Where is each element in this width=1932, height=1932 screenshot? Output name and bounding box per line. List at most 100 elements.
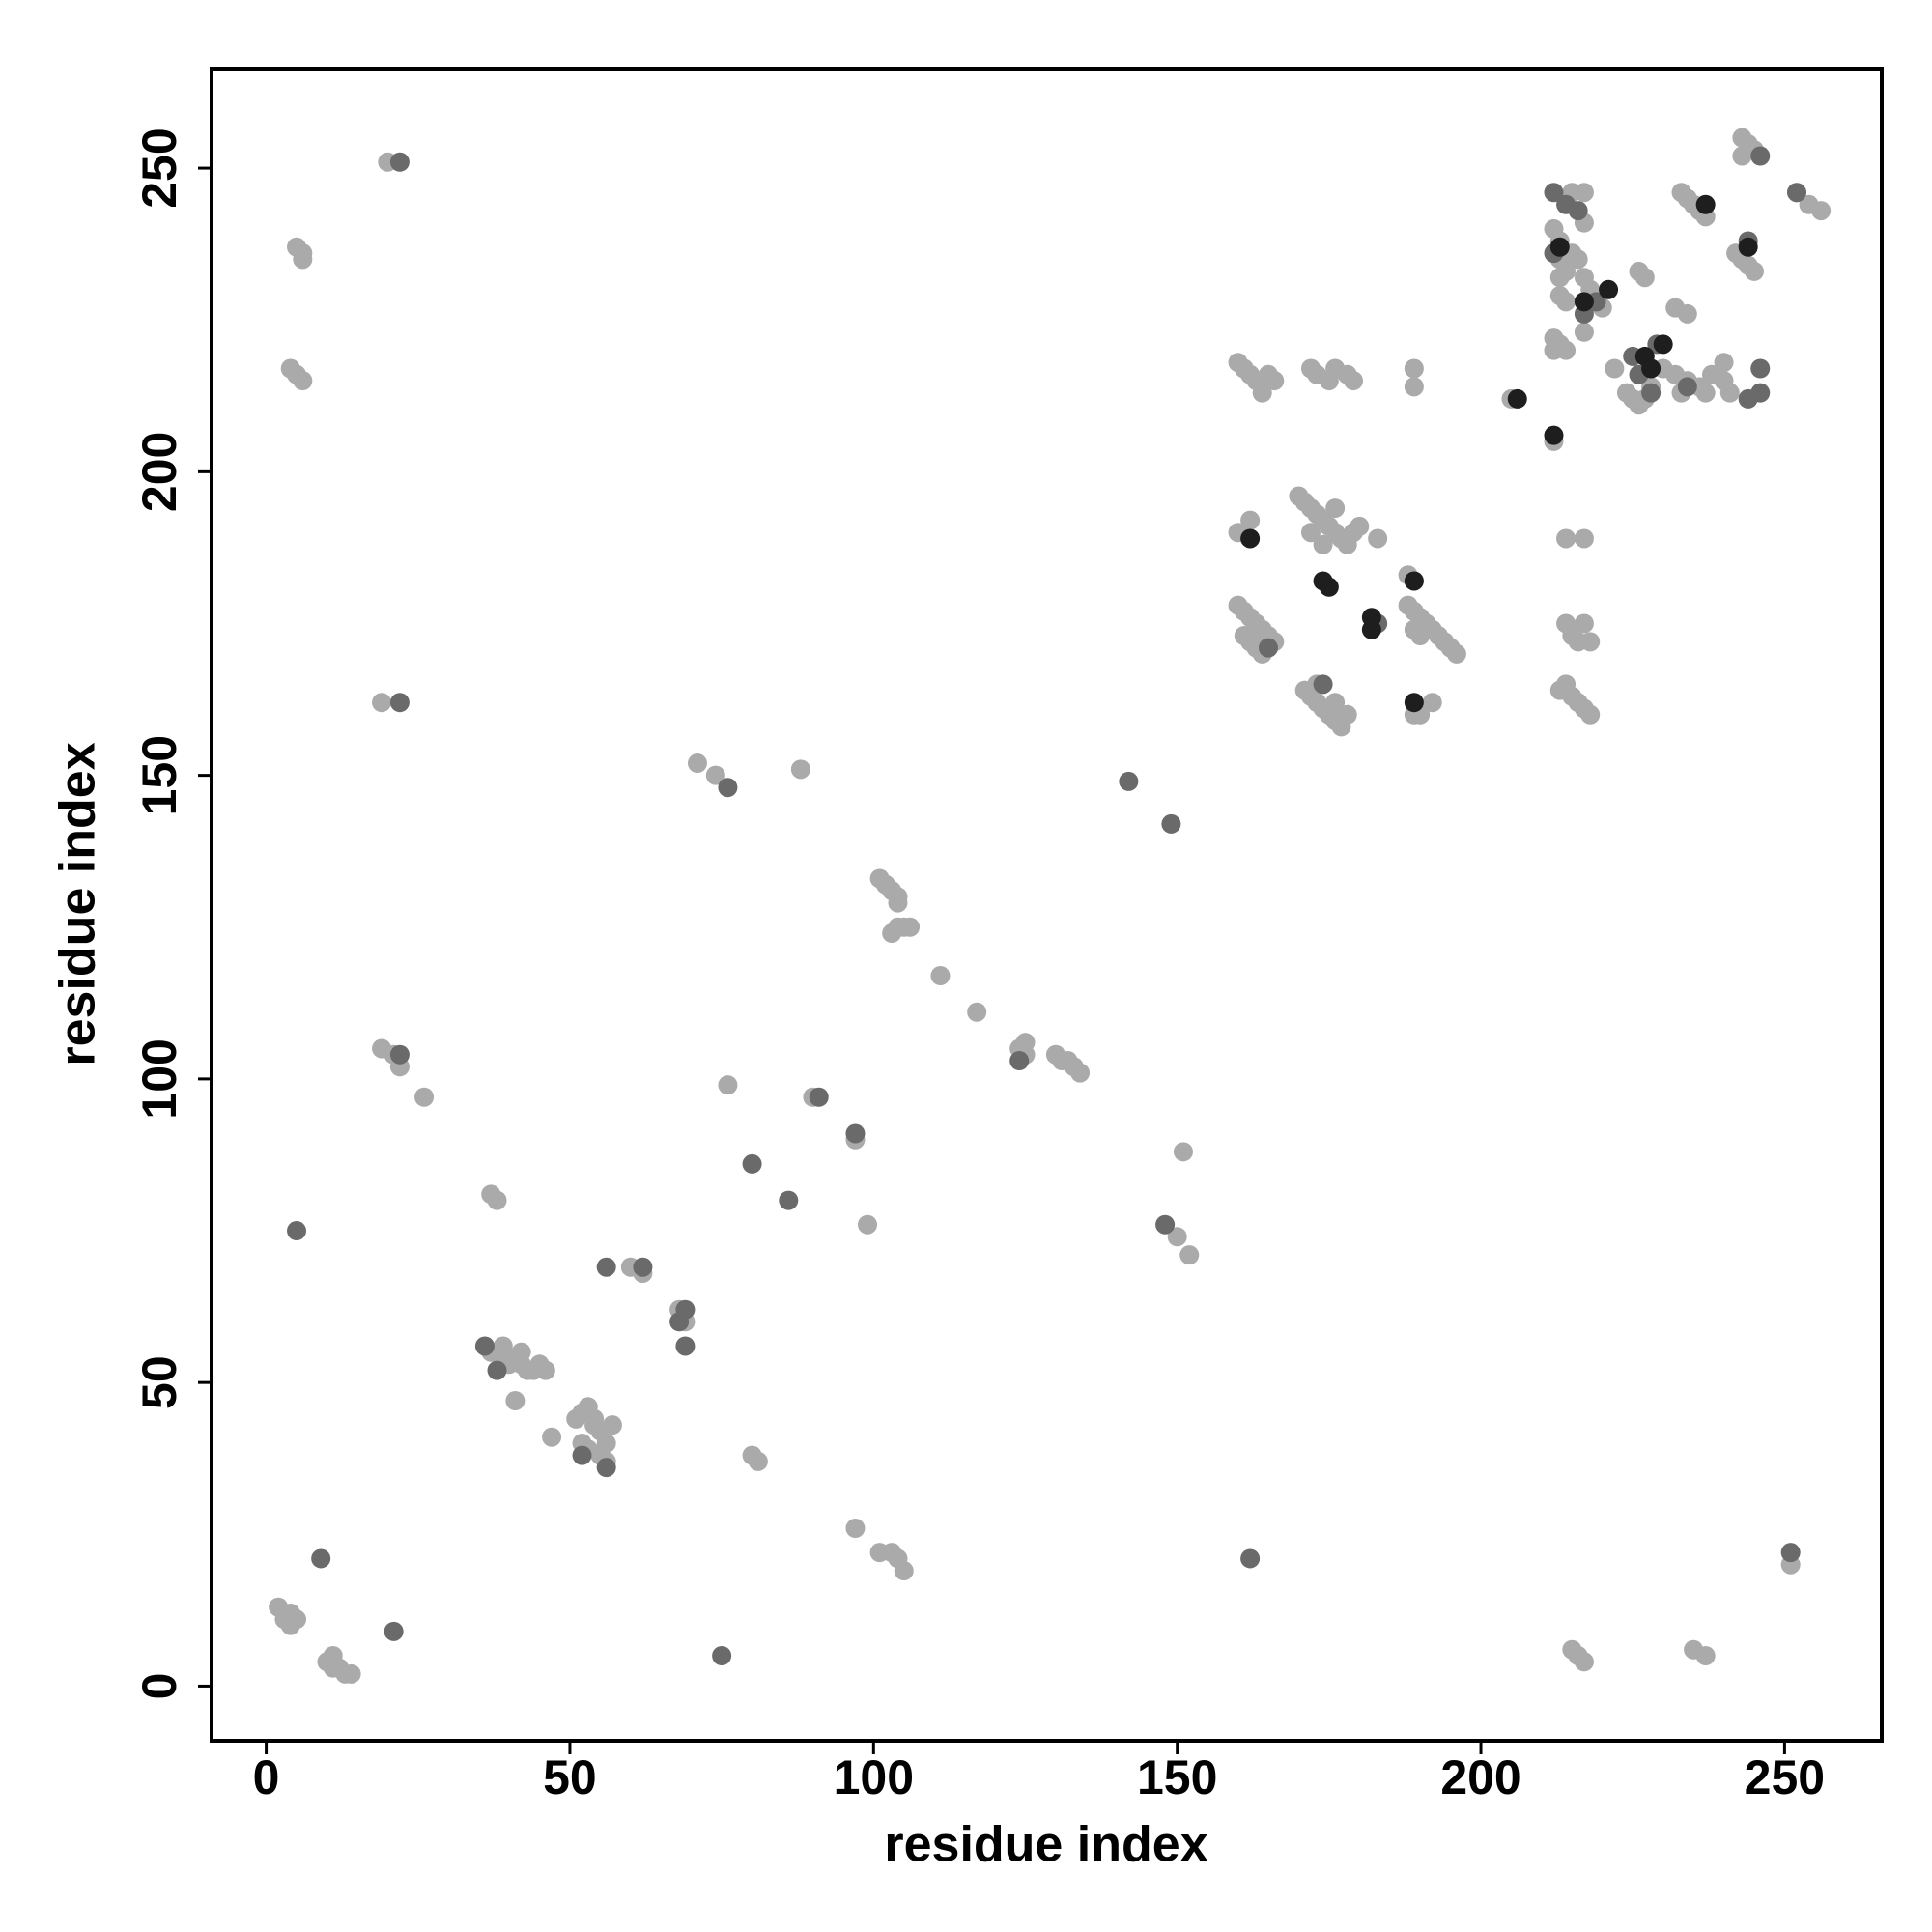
point (1264, 371, 1285, 391)
point (311, 1548, 331, 1569)
point (1786, 183, 1806, 203)
point (1695, 383, 1716, 403)
point (1240, 1548, 1261, 1569)
point (882, 923, 902, 944)
point (1410, 626, 1431, 646)
point (596, 1257, 616, 1277)
point (1368, 528, 1388, 549)
point (1634, 268, 1655, 288)
point (705, 765, 725, 785)
point (1544, 340, 1564, 360)
point (718, 1075, 738, 1095)
point (1677, 303, 1697, 324)
point (1556, 261, 1577, 281)
point (1173, 1142, 1193, 1162)
point (1161, 813, 1181, 834)
point (341, 1663, 361, 1684)
point (287, 1609, 307, 1630)
point (1568, 249, 1588, 270)
point (1574, 1652, 1594, 1672)
point (1119, 771, 1139, 791)
x-axis-title: residue index (884, 1817, 1208, 1873)
point (493, 1336, 513, 1356)
point (1337, 704, 1357, 724)
y-tick-label: 150 (132, 735, 186, 815)
point (487, 1190, 507, 1210)
point (1556, 528, 1577, 549)
point (1574, 613, 1594, 634)
point (1325, 498, 1346, 519)
point (1422, 693, 1442, 713)
point (287, 1221, 307, 1241)
plot-frame (210, 67, 1884, 1743)
x-tick-label: 200 (1440, 1750, 1520, 1804)
point (790, 759, 810, 780)
point (293, 249, 313, 270)
point (712, 1646, 732, 1666)
x-tick-label: 100 (834, 1750, 914, 1804)
point (1750, 383, 1771, 403)
point (1780, 1543, 1801, 1563)
point (900, 917, 921, 937)
point (1009, 1051, 1030, 1071)
point (1507, 388, 1527, 409)
x-tick-label: 150 (1137, 1750, 1217, 1804)
point (1568, 201, 1588, 221)
point (1325, 693, 1346, 713)
point (1313, 674, 1333, 695)
point (1695, 194, 1716, 214)
point (1580, 704, 1601, 724)
point (1179, 1245, 1200, 1265)
point (1155, 1214, 1176, 1235)
point (1641, 383, 1662, 403)
point (293, 371, 313, 391)
point (596, 1458, 616, 1478)
y-tick-label: 200 (132, 432, 186, 512)
point (487, 1360, 507, 1380)
point (1732, 146, 1752, 166)
point (1344, 371, 1364, 391)
point (888, 893, 908, 913)
x-tick-label: 250 (1745, 1750, 1825, 1804)
point (1744, 261, 1764, 281)
point (511, 1342, 531, 1362)
point (1015, 1033, 1036, 1053)
point (742, 1153, 762, 1174)
point (1574, 292, 1594, 312)
point (572, 1445, 592, 1465)
point (1738, 237, 1758, 257)
point (1599, 279, 1619, 299)
point (675, 1336, 696, 1356)
point (1361, 619, 1381, 639)
point (602, 1415, 622, 1435)
point (1404, 693, 1424, 713)
y-tick-label: 250 (132, 128, 186, 208)
point (535, 1360, 555, 1380)
point (542, 1427, 562, 1447)
point (894, 1561, 914, 1581)
point (809, 1087, 829, 1107)
point (858, 1214, 878, 1235)
point (1300, 523, 1321, 543)
point (845, 1519, 866, 1539)
point (779, 1190, 799, 1210)
point (474, 1336, 495, 1356)
point (1549, 237, 1570, 257)
point (1695, 1646, 1716, 1666)
y-tick-label: 100 (132, 1038, 186, 1119)
point (372, 693, 392, 713)
y-tick-label: 0 (132, 1673, 186, 1700)
point (845, 1123, 866, 1144)
point (1574, 183, 1594, 203)
point (505, 1391, 526, 1411)
point (1605, 358, 1625, 379)
point (1653, 334, 1673, 355)
point (1313, 534, 1333, 554)
point (687, 753, 707, 774)
point (1404, 358, 1424, 379)
point (633, 1257, 653, 1277)
point (718, 778, 738, 798)
point (1750, 358, 1771, 379)
point (389, 152, 410, 172)
